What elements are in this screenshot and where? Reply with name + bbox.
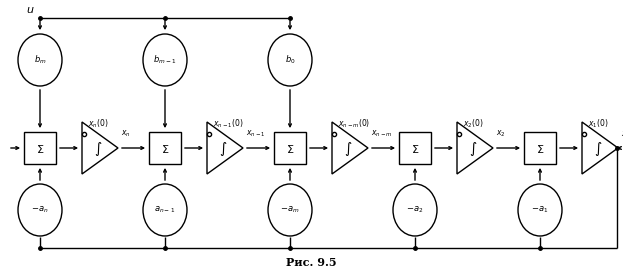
Text: $x_2$: $x_2$ [496,129,506,139]
Text: $\int$: $\int$ [94,140,102,158]
Text: $-a_1$: $-a_1$ [531,205,549,215]
Ellipse shape [518,184,562,236]
Text: $\int$: $\int$ [219,140,227,158]
Text: $\int$: $\int$ [344,140,352,158]
Text: $b_0$: $b_0$ [285,54,295,66]
Text: $-a_m$: $-a_m$ [280,205,300,215]
Polygon shape [582,122,618,174]
Polygon shape [457,122,493,174]
Text: $x_1=y$: $x_1=y$ [621,129,623,139]
Text: $u$: $u$ [26,5,35,15]
Ellipse shape [18,34,62,86]
Text: $x_2(0)$: $x_2(0)$ [463,117,483,130]
Ellipse shape [393,184,437,236]
Text: $x_{n-1}$: $x_{n-1}$ [246,129,265,139]
Text: $\Sigma$: $\Sigma$ [161,143,169,155]
Bar [274,132,306,164]
Text: Рис. 9.5: Рис. 9.5 [286,257,337,268]
Text: $\int$: $\int$ [469,140,477,158]
Text: $x_{n-m}$: $x_{n-m}$ [371,129,392,139]
Ellipse shape [18,184,62,236]
Polygon shape [332,122,368,174]
Text: $\Sigma$: $\Sigma$ [36,143,44,155]
Text: $b_{m-1}$: $b_{m-1}$ [153,54,177,66]
Ellipse shape [143,184,187,236]
Ellipse shape [268,34,312,86]
Text: $x_{n-1}(0)$: $x_{n-1}(0)$ [213,117,244,130]
Text: $-a_n$: $-a_n$ [31,205,49,215]
Text: $\Sigma$: $\Sigma$ [286,143,294,155]
Polygon shape [207,122,243,174]
Text: $x_n$: $x_n$ [121,129,131,139]
Polygon shape [82,122,118,174]
Text: $x_1(0)$: $x_1(0)$ [588,117,609,130]
Bar [24,132,56,164]
Text: $a_{n-1}$: $a_{n-1}$ [155,205,176,215]
Text: $x_n(0)$: $x_n(0)$ [88,117,108,130]
Text: $x_{n-m}(0)$: $x_{n-m}(0)$ [338,117,370,130]
Text: $b_m$: $b_m$ [34,54,46,66]
Bar [524,132,556,164]
Bar [399,132,431,164]
Text: $\int$: $\int$ [594,140,602,158]
Ellipse shape [143,34,187,86]
Text: $-a_2$: $-a_2$ [406,205,424,215]
Text: $\Sigma$: $\Sigma$ [411,143,419,155]
Ellipse shape [268,184,312,236]
Bar [149,132,181,164]
Text: $\Sigma$: $\Sigma$ [536,143,544,155]
